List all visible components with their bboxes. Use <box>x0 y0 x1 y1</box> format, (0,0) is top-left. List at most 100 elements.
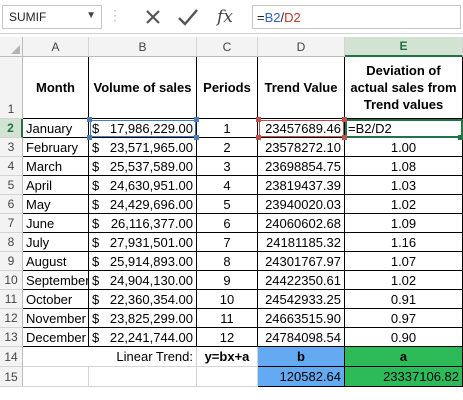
trend-equation[interactable]: y=bx+a <box>197 347 258 367</box>
row-header-10[interactable]: 10 <box>0 271 23 290</box>
cell-period[interactable]: 7 <box>197 233 258 252</box>
cell-month[interactable]: October <box>23 290 89 309</box>
coef-a-label[interactable]: a <box>345 347 463 367</box>
cell-deviation[interactable]: 0.91 <box>345 290 463 309</box>
header-cell-periods[interactable]: Periods <box>197 57 258 119</box>
cell-deviation[interactable]: 1.03 <box>345 176 463 195</box>
column-header-a[interactable]: A <box>23 37 89 57</box>
formula-input[interactable]: =B2/D2 <box>252 5 461 29</box>
cell-month[interactable]: November <box>23 309 89 328</box>
reference-handle[interactable] <box>194 135 199 140</box>
cell-period[interactable]: 6 <box>197 214 258 233</box>
row-header-7[interactable]: 7 <box>0 214 23 233</box>
cell-deviation[interactable]: 1.07 <box>345 252 463 271</box>
enter-button[interactable] <box>173 4 203 30</box>
cell-trend[interactable]: 23698854.75 <box>258 157 345 176</box>
coef-b-label[interactable]: b <box>258 347 345 367</box>
cell-volume[interactable]: $25,537,589.00 <box>89 157 197 176</box>
select-all-button[interactable] <box>0 37 23 57</box>
cell-volume[interactable]: $25,914,893.00 <box>89 252 197 271</box>
cell-period[interactable]: 12 <box>197 328 258 347</box>
cell-trend[interactable]: 23940020.03 <box>258 195 345 214</box>
chevron-down-icon[interactable]: ▼ <box>86 10 96 21</box>
cell-period[interactable]: 10 <box>197 290 258 309</box>
cell-trend[interactable]: 23457689.46 <box>258 119 345 138</box>
cell-deviation[interactable]: 1.00 <box>345 138 463 157</box>
fill-handle[interactable] <box>458 135 463 140</box>
cell-period[interactable]: 5 <box>197 195 258 214</box>
cell-volume[interactable]: $26,116,377.00 <box>89 214 197 233</box>
cell-month[interactable]: May <box>23 195 89 214</box>
cell-volume[interactable]: $22,360,354.00 <box>89 290 197 309</box>
column-header-e[interactable]: E <box>345 37 463 57</box>
cell-month[interactable]: February <box>23 138 89 157</box>
insert-function-button[interactable]: fx <box>210 4 240 30</box>
cell-trend[interactable]: 23578272.10 <box>258 138 345 157</box>
cell-trend[interactable]: 24181185.32 <box>258 233 345 252</box>
row-header-14[interactable]: 14 <box>0 347 23 367</box>
row-header-5[interactable]: 5 <box>0 176 23 195</box>
cell-month[interactable]: March <box>23 157 89 176</box>
cell-deviation[interactable]: 1.16 <box>345 233 463 252</box>
name-box[interactable]: SUMIF ▼ <box>2 5 102 29</box>
cancel-button[interactable] <box>138 4 168 30</box>
cell-period[interactable]: 9 <box>197 271 258 290</box>
row-header-1[interactable]: 1 <box>0 57 23 119</box>
reference-handle[interactable] <box>342 117 347 122</box>
cell-trend[interactable]: 24060602.68 <box>258 214 345 233</box>
cell-trend[interactable]: 24422350.61 <box>258 271 345 290</box>
cell-volume[interactable]: $27,931,501.00 <box>89 233 197 252</box>
cell-empty[interactable] <box>23 367 89 387</box>
row-header-15[interactable]: 15 <box>0 367 23 387</box>
cell-month[interactable]: January <box>23 119 89 138</box>
cell-volume[interactable]: $24,630,951.00 <box>89 176 197 195</box>
reference-handle[interactable] <box>256 117 261 122</box>
row-header-12[interactable]: 12 <box>0 309 23 328</box>
cell-deviation[interactable]: 0.90 <box>345 328 463 347</box>
cell-deviation[interactable]: 1.02 <box>345 271 463 290</box>
row-header-6[interactable]: 6 <box>0 195 23 214</box>
reference-handle[interactable] <box>87 135 92 140</box>
cell-volume[interactable]: $23,571,965.00 <box>89 138 197 157</box>
cell-month[interactable]: September <box>23 271 89 290</box>
cell-month[interactable]: June <box>23 214 89 233</box>
cell-period[interactable]: 8 <box>197 252 258 271</box>
cell-deviation[interactable]: 1.09 <box>345 214 463 233</box>
cell-volume[interactable]: $24,429,696.00 <box>89 195 197 214</box>
cell-month[interactable]: July <box>23 233 89 252</box>
row-header-3[interactable]: 3 <box>0 138 23 157</box>
cell-month[interactable]: August <box>23 252 89 271</box>
header-cell-volume[interactable]: Volume of sales <box>89 57 197 119</box>
cell-period[interactable]: 1 <box>197 119 258 138</box>
reference-handle[interactable] <box>87 117 92 122</box>
linear-trend-label[interactable]: Linear Trend: <box>23 347 197 367</box>
cell-trend[interactable]: 23819437.39 <box>258 176 345 195</box>
cell-month[interactable]: April <box>23 176 89 195</box>
row-header-8[interactable]: 8 <box>0 233 23 252</box>
reference-handle[interactable] <box>194 117 199 122</box>
row-header-2[interactable]: 2 <box>0 119 23 138</box>
reference-handle[interactable] <box>256 135 261 140</box>
active-cell-deviation[interactable]: =B2/D2 <box>345 119 463 138</box>
cell-deviation[interactable]: 0.97 <box>345 309 463 328</box>
column-header-b[interactable]: B <box>89 37 197 57</box>
coef-a-value[interactable]: 23337106.82 <box>345 367 463 387</box>
row-header-4[interactable]: 4 <box>0 157 23 176</box>
cell-period[interactable]: 4 <box>197 176 258 195</box>
cell-trend[interactable]: 24542933.25 <box>258 290 345 309</box>
cell-trend[interactable]: 24301767.97 <box>258 252 345 271</box>
row-header-13[interactable]: 13 <box>0 328 23 347</box>
column-header-c[interactable]: C <box>197 37 258 57</box>
cell-period[interactable]: 3 <box>197 157 258 176</box>
reference-handle[interactable] <box>342 135 347 140</box>
coef-b-value[interactable]: 120582.64 <box>258 367 345 387</box>
cell-empty[interactable] <box>89 367 197 387</box>
cell-period[interactable]: 2 <box>197 138 258 157</box>
cell-deviation[interactable]: 1.08 <box>345 157 463 176</box>
resize-dots-icon[interactable]: · · · <box>113 3 117 27</box>
cell-volume[interactable]: $22,241,744.00 <box>89 328 197 347</box>
header-cell-deviation[interactable]: Deviation of actual sales from Trend val… <box>345 57 463 119</box>
header-cell-trend[interactable]: Trend Value <box>258 57 345 119</box>
cell-period[interactable]: 11 <box>197 309 258 328</box>
cell-trend[interactable]: 24784098.54 <box>258 328 345 347</box>
